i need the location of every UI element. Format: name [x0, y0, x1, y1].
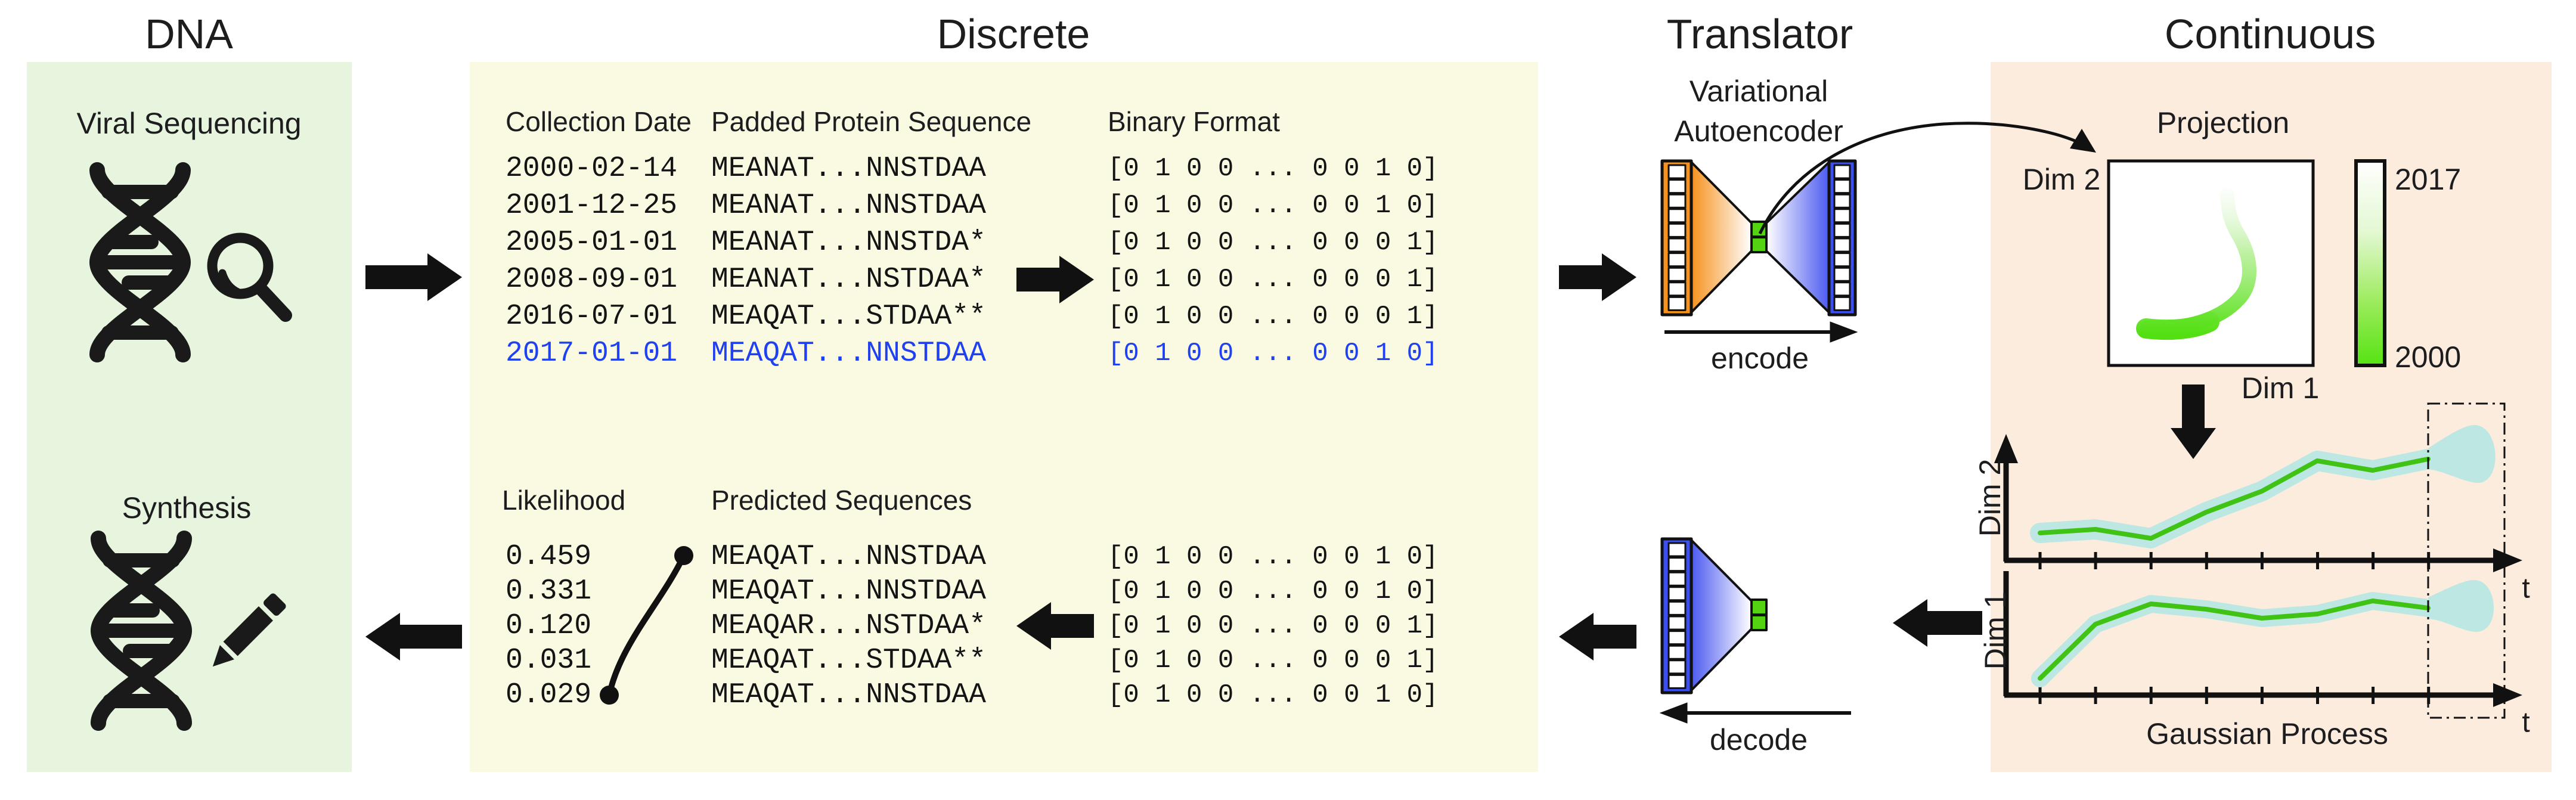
collection-date: 2001-12-25 — [506, 190, 678, 222]
collection-date: 2016-07-01 — [506, 300, 678, 333]
likelihood-value: 0.031 — [506, 644, 592, 677]
latent-to-projection-arrow — [1758, 122, 2096, 235]
binary-vector: [0 1 0 0 ... 0 0 0 1] — [1108, 228, 1439, 258]
projection-to-gp-arrow — [2171, 385, 2216, 459]
protein-sequence: MEANAT...NNSTDAA — [711, 153, 986, 185]
protein-sequence: MEANAT...NNSTDAA — [711, 190, 986, 222]
projection-x-label: Dim 1 — [2241, 371, 2320, 405]
binary-vector: [0 1 0 0 ... 0 0 0 1] — [1108, 646, 1439, 675]
likelihood-value: 0.120 — [506, 610, 592, 642]
discrete-panel — [470, 62, 1538, 772]
binary-vector: [0 1 0 0 ... 0 0 0 1] — [1108, 302, 1439, 331]
binary-vector: [0 1 0 0 ... 0 0 1 0] — [1108, 191, 1439, 221]
latent-cell — [1750, 599, 1768, 616]
viral-sequencing-label: Viral Sequencing — [76, 107, 302, 140]
col-header-binary-format: Binary Format — [1108, 106, 1280, 137]
flow-arrows — [365, 253, 1982, 661]
encode-arrow — [1664, 321, 1858, 343]
gp-t-label-bottom: t — [2522, 706, 2530, 739]
section-title-translator: Translator — [1666, 11, 1853, 57]
gp-dim1-forecast-band — [2428, 579, 2494, 632]
collection-date: 2017-01-01 — [506, 337, 678, 370]
gp-dim1-axis-label: Dim 1 — [1979, 591, 2012, 670]
dna-panel — [27, 62, 352, 772]
col-header-predicted-sequences: Predicted Sequences — [711, 485, 972, 516]
section-title-discrete: Discrete — [937, 11, 1090, 57]
vae-label-line2: Autoencoder — [1674, 114, 1843, 148]
encode-label: encode — [1710, 342, 1809, 375]
projection-title: Projection — [2156, 106, 2290, 139]
projection-plot — [2107, 159, 2386, 367]
forecast-window-box — [2427, 402, 2506, 719]
predicted-sequence: MEAQAR...NSTDAA* — [711, 610, 986, 642]
decode-arrow — [1659, 702, 1851, 724]
gp-dim2-axis-label: Dim 2 — [1973, 458, 2007, 537]
predicted-sequence: MEAQAT...NNSTDAA — [711, 575, 986, 607]
col-header-collection-date: Collection Date — [506, 106, 692, 137]
protein-sequence: MEAQAT...STDAA** — [711, 300, 986, 333]
gp-dim2-forecast-band — [2428, 424, 2496, 483]
predicted-sequence: MEAQAT...STDAA** — [711, 644, 986, 677]
gp-plots — [1994, 402, 2522, 719]
predicted-sequence: MEAQAT...NNSTDAA — [711, 541, 986, 573]
section-title-continuous: Continuous — [2164, 11, 2376, 57]
collection-date: 2000-02-14 — [506, 153, 678, 185]
colorbar-label-2017: 2017 — [2395, 163, 2462, 196]
gp-t-label-top: t — [2522, 572, 2530, 604]
magnifier-icon — [207, 232, 292, 322]
collection-date: 2005-01-01 — [506, 227, 678, 259]
pencil-icon — [212, 593, 286, 667]
binary-vector: [0 1 0 0 ... 0 0 1 0] — [1108, 542, 1439, 572]
predicted-sequence: MEAQAT...NNSTDAA — [711, 679, 986, 711]
projection-y-label: Dim 2 — [2022, 163, 2101, 196]
binary-vector: [0 1 0 0 ... 0 0 1 0] — [1108, 154, 1439, 184]
gaussian-process-label: Gaussian Process — [2146, 717, 2388, 751]
binary-vector: [0 1 0 0 ... 0 0 1 0] — [1108, 680, 1439, 710]
colorbar-label-2000: 2000 — [2395, 340, 2462, 374]
latent-cell — [1750, 236, 1768, 253]
binary-vector: [0 1 0 0 ... 0 0 1 0] — [1108, 576, 1439, 606]
decoder-only — [1660, 537, 1768, 694]
year-colorbar — [2354, 159, 2386, 367]
likelihood-value: 0.029 — [506, 679, 592, 711]
vae-encoder-decoder — [1660, 159, 1857, 317]
likelihood-value: 0.331 — [506, 575, 592, 607]
protein-sequence: MEANAT...NSTDAA* — [711, 263, 986, 296]
likelihood-connector — [600, 546, 693, 705]
section-title-dna: DNA — [145, 11, 233, 57]
col-header-likelihood: Likelihood — [502, 485, 626, 516]
decode-label: decode — [1709, 723, 1808, 756]
vae-label-line1: Variational — [1689, 75, 1828, 108]
collection-date: 2008-09-01 — [506, 263, 678, 296]
binary-vector: [0 1 0 0 ... 0 0 0 1] — [1108, 265, 1439, 294]
likelihood-value: 0.459 — [506, 541, 592, 573]
binary-vector: [0 1 0 0 ... 0 0 0 1] — [1108, 611, 1439, 641]
binary-vector: [0 1 0 0 ... 0 0 1 0] — [1108, 339, 1439, 368]
col-header-padded-sequence: Padded Protein Sequence — [711, 106, 1032, 137]
synthesis-label: Synthesis — [122, 491, 252, 525]
latent-cell — [1750, 614, 1768, 631]
protein-sequence: MEAQAT...NNSTDAA — [711, 337, 986, 370]
protein-sequence: MEANAT...NNSTDA* — [711, 227, 986, 259]
